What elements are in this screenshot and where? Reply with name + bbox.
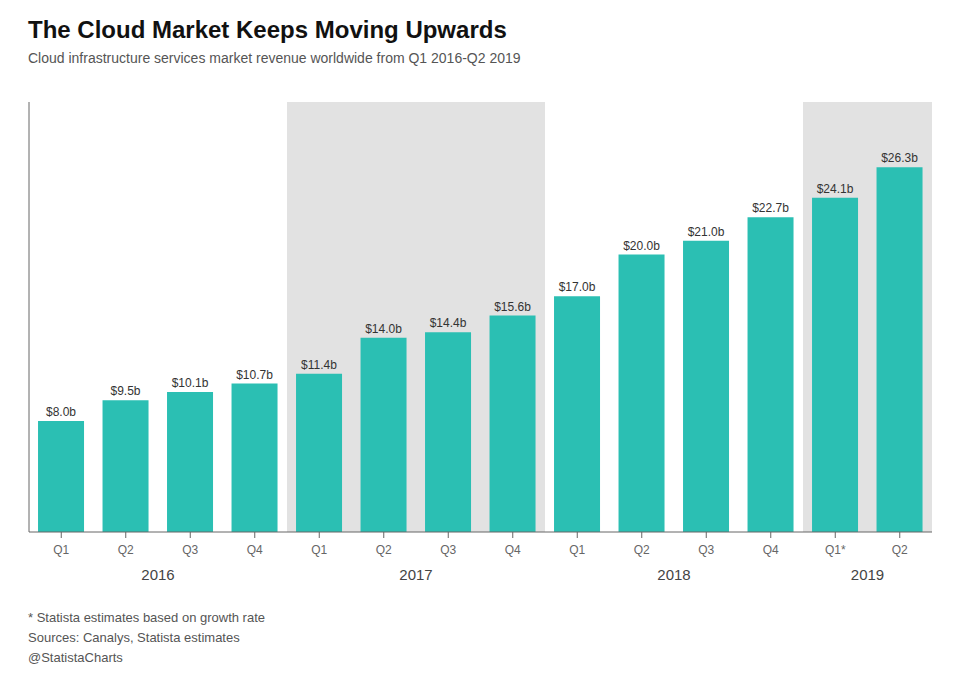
svg-text:Q4: Q4: [763, 543, 779, 557]
svg-text:Q2: Q2: [892, 543, 908, 557]
svg-text:2018: 2018: [657, 566, 690, 583]
svg-text:$14.4b: $14.4b: [430, 316, 467, 330]
svg-text:Q3: Q3: [182, 543, 198, 557]
svg-text:Q2: Q2: [634, 543, 650, 557]
svg-text:Q1: Q1: [311, 543, 327, 557]
svg-text:$21.0b: $21.0b: [688, 225, 725, 239]
svg-text:Q1: Q1: [53, 543, 69, 557]
html-text:Cloud infrastructure services: Cloud infrastructure services market rev…: [28, 50, 521, 66]
svg-text:2017: 2017: [399, 566, 432, 583]
svg-text:Q3: Q3: [698, 543, 714, 557]
svg-text:$8.0b: $8.0b: [46, 405, 76, 419]
svg-text:Q3: Q3: [440, 543, 456, 557]
svg-text:$14.0b: $14.0b: [365, 322, 402, 336]
svg-text:Q2: Q2: [376, 543, 392, 557]
svg-text:Q4: Q4: [247, 543, 263, 557]
svg-text:$10.1b: $10.1b: [172, 376, 209, 390]
html-text:@StatistaCharts: @StatistaCharts: [28, 650, 123, 665]
svg-text:2019: 2019: [851, 566, 884, 583]
svg-text:$22.7b: $22.7b: [752, 201, 789, 215]
svg-text:$10.7b: $10.7b: [236, 368, 273, 382]
svg-text:Q1: Q1: [569, 543, 585, 557]
svg-text:$9.5b: $9.5b: [111, 384, 141, 398]
svg-text:$15.6b: $15.6b: [494, 300, 531, 314]
svg-text:Q1*: Q1*: [825, 543, 846, 557]
svg-text:$11.4b: $11.4b: [301, 358, 337, 372]
html-text:* Statista estimates based on: * Statista estimates based on growth rat…: [28, 610, 265, 625]
svg-text:$26.3b: $26.3b: [881, 151, 918, 165]
svg-text:$17.0b: $17.0b: [559, 280, 596, 294]
svg-text:2016: 2016: [141, 566, 174, 583]
html-text:The Cloud Market Keeps Moving: The Cloud Market Keeps Moving Upwards: [28, 16, 507, 43]
svg-text:$24.1b: $24.1b: [817, 182, 854, 196]
svg-text:$20.0b: $20.0b: [623, 239, 660, 253]
svg-text:Q4: Q4: [505, 543, 521, 557]
svg-text:Q2: Q2: [118, 543, 134, 557]
html-text:Sources: Canalys, Statista est: Sources: Canalys, Statista estimates: [28, 630, 240, 645]
